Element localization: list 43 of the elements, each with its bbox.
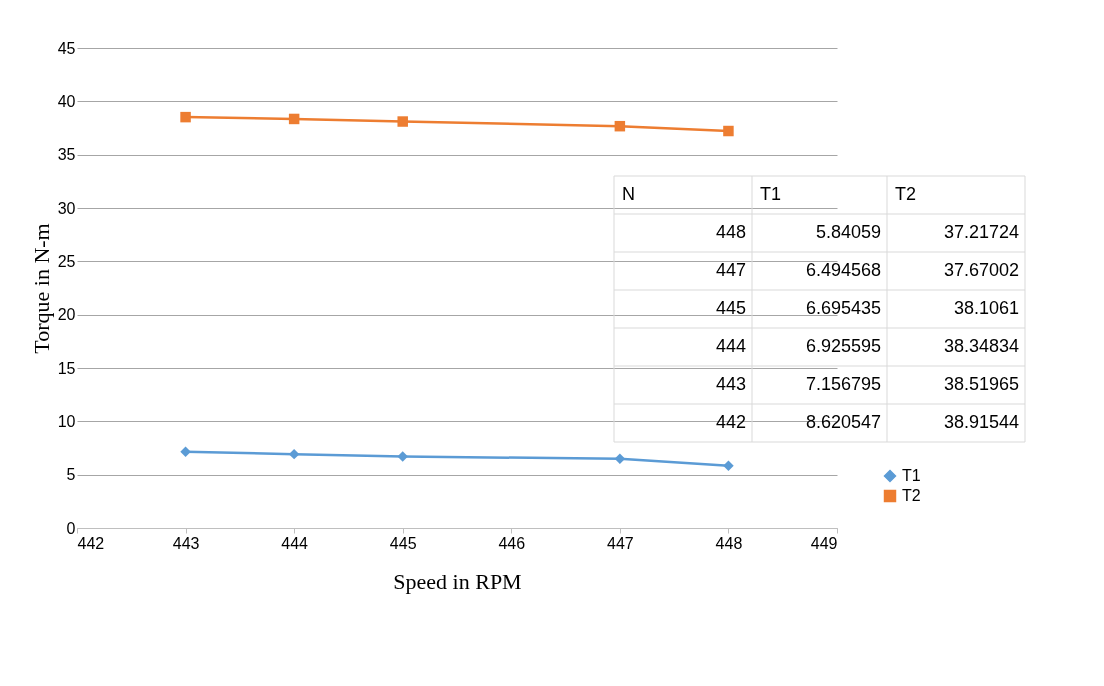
y-tick-label: 45 [57,39,76,57]
x-tick-label: 445 [389,534,417,552]
x-tick-label: 443 [172,534,200,552]
y-tick-label: 0 [66,519,76,537]
text: 38.91544 [943,412,1019,432]
annotation: 442 [715,412,746,432]
y-tick-label: 15 [57,359,76,377]
annotation: 6.925595 [805,336,881,356]
text: 37.67002 [943,260,1019,280]
y-tick-label: 10 [57,412,76,430]
y-axis-title: Torque in N-m [28,223,54,354]
annotation: N [622,184,635,204]
annotation: 445 [715,298,746,318]
x-axis-title: Speed in RPM [393,568,522,594]
legend-label: T1 [902,467,921,484]
y-tick-label: 20 [57,306,76,324]
annotation: 7.156795 [805,374,881,394]
text: T2 [895,184,917,204]
legend-label: T2 [902,487,921,504]
annotation: 5.84059 [815,222,881,242]
x-tick-label: 442 [77,534,105,552]
y-tick-label: 25 [57,252,76,270]
x-tick-label: 446 [498,534,526,552]
annotation: 6.494568 [805,260,881,280]
annotation: 8.620547 [805,412,881,432]
annotation: 6.695435 [805,298,881,318]
annotation: T1 [760,184,782,204]
x-tick-label: 447 [607,534,634,552]
x-tick-label: 444 [281,534,309,552]
text: 38.51965 [943,374,1019,394]
annotation: 448 [715,222,746,242]
x-tick-label: 448 [715,534,743,552]
y-tick-label: 35 [57,146,76,164]
annotation: 443 [715,374,746,394]
y-tick-label: 5 [66,466,76,484]
text: 37.21724 [943,222,1019,242]
annotation: 447 [715,260,746,280]
y-tick-label: 30 [57,199,76,217]
annotation: 444 [715,336,746,356]
text: 38.34834 [943,336,1019,356]
text: 38.1061 [953,298,1019,318]
y-tick-label: 40 [57,92,76,110]
x-tick-label: 449 [810,534,838,552]
